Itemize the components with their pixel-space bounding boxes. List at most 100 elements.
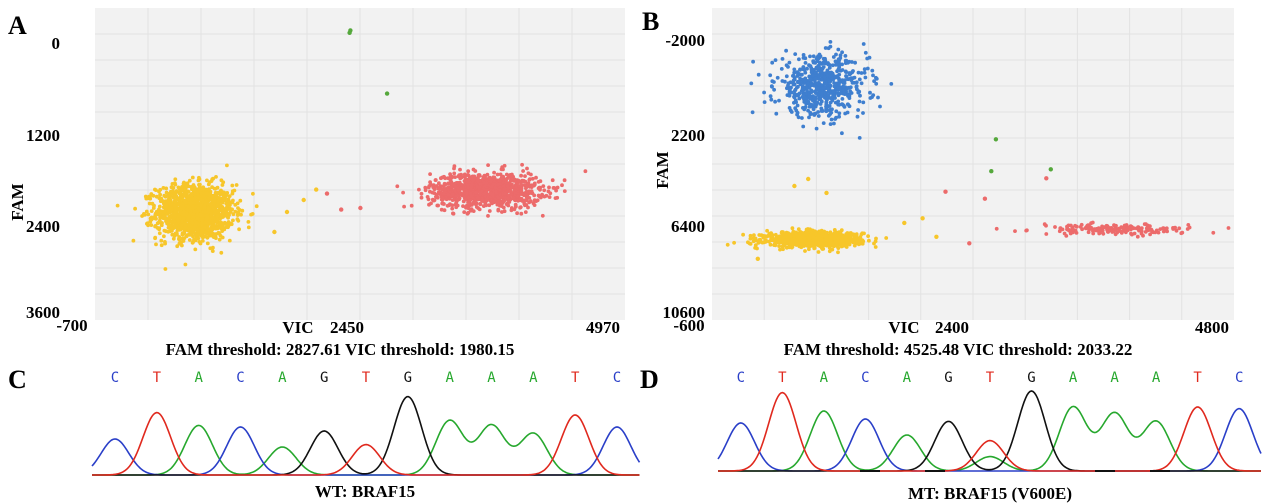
droplet-point [749, 81, 754, 86]
droplet-point [817, 52, 822, 57]
droplet-point [772, 242, 777, 246]
droplet-point [808, 112, 813, 117]
droplet-point [831, 94, 835, 99]
droplet-point [512, 188, 517, 193]
droplet-point [161, 186, 166, 190]
droplet-point [478, 192, 482, 197]
droplet-point [1090, 220, 1095, 225]
droplet-point [524, 193, 529, 197]
droplet-point [441, 175, 446, 180]
droplet-point [154, 194, 159, 199]
droplet-point [778, 239, 782, 244]
droplet-point [150, 201, 155, 206]
droplet-point [192, 196, 197, 201]
droplet-point [872, 241, 876, 246]
droplet-point [809, 83, 814, 88]
droplet-point [216, 225, 221, 230]
droplet-point [184, 234, 189, 239]
droplet-point [1174, 228, 1179, 233]
droplet-point [419, 191, 424, 196]
base-call-letter: C [613, 370, 621, 386]
droplet-point [486, 214, 490, 218]
droplet-point [409, 203, 414, 208]
droplet-point [1071, 230, 1075, 235]
droplet-point [468, 198, 472, 203]
base-call-letter: A [278, 370, 287, 386]
droplet-point [827, 234, 832, 239]
droplet-point [870, 68, 875, 73]
droplet-point [163, 203, 168, 208]
droplet-point [183, 262, 188, 267]
droplet-point [819, 109, 824, 113]
droplet-point [235, 201, 240, 206]
droplet-point [166, 225, 171, 230]
droplet-point [212, 207, 217, 212]
droplet-point [444, 197, 449, 202]
droplet-point [832, 237, 837, 241]
droplet-point [198, 241, 203, 246]
droplet-point [833, 229, 838, 234]
droplet-point [829, 117, 834, 122]
droplet-point [840, 234, 845, 239]
droplet-point [828, 40, 833, 44]
droplet-point [784, 48, 788, 53]
droplet-point [857, 99, 862, 104]
y-tick-label: 2200 [671, 126, 705, 145]
droplet-point [874, 236, 878, 241]
droplet-point [217, 232, 222, 236]
droplet-point [806, 176, 811, 182]
x-tick-label: -600 [673, 316, 704, 335]
droplet-point [224, 214, 229, 219]
droplet-point [536, 186, 541, 191]
droplet-point [1094, 228, 1098, 233]
droplet-point [818, 69, 823, 74]
droplet-point [822, 75, 827, 80]
caption-mt: MT: BRAF15 (V600E) [908, 484, 1072, 503]
droplet-point [192, 185, 197, 190]
droplet-point [811, 106, 816, 110]
droplet-point [149, 217, 154, 222]
droplet-point [788, 233, 793, 238]
base-call-letter: C [1235, 370, 1243, 386]
droplet-point [1131, 226, 1136, 231]
droplet-point [203, 187, 208, 192]
droplet-point [790, 226, 795, 231]
droplet-point [748, 242, 753, 246]
droplet-point [1180, 230, 1185, 235]
droplet-point [1106, 230, 1110, 234]
droplet-point [193, 247, 198, 252]
droplet-point [535, 198, 540, 203]
droplet-point [791, 81, 796, 86]
droplet-point [525, 166, 529, 171]
droplet-point [170, 232, 175, 237]
droplet-point [840, 131, 844, 136]
droplet-point [194, 236, 198, 241]
droplet-point [518, 196, 523, 201]
droplet-point [200, 235, 205, 239]
base-call-letter: C [737, 370, 745, 386]
droplet-point [849, 239, 854, 243]
droplet-point [837, 114, 841, 119]
droplet-point [220, 235, 225, 240]
droplet-point [508, 189, 513, 194]
droplet-point [828, 89, 832, 94]
panel-b-letter: B [642, 7, 659, 36]
droplet-point [168, 204, 173, 209]
droplet-point [495, 172, 500, 177]
droplet-point [430, 190, 435, 195]
droplet-point [488, 179, 493, 184]
droplet-point [808, 227, 812, 232]
droplet-point [324, 191, 330, 196]
droplet-point [750, 110, 755, 115]
droplet-point [808, 64, 813, 69]
droplet-point [195, 189, 200, 194]
droplet-point [463, 174, 467, 178]
droplet-point [451, 182, 455, 187]
droplet-point [236, 218, 241, 223]
droplet-point [115, 203, 120, 208]
droplet-point [801, 65, 806, 70]
droplet-point [828, 79, 833, 84]
droplet-point [943, 189, 948, 194]
droplet-point [550, 178, 555, 183]
droplet-point [836, 99, 841, 104]
